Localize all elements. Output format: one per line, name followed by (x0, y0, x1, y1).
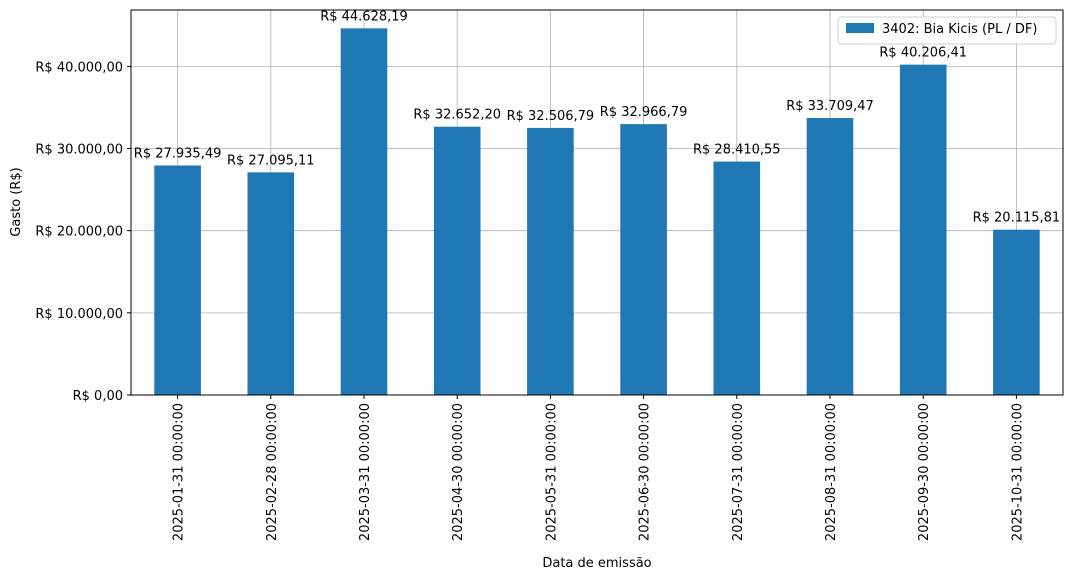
bar (247, 172, 295, 395)
y-tick-label: R$ 20.000,00 (35, 225, 123, 240)
x-tick-label: 2025-09-30 00:00:00 (917, 403, 932, 541)
bar (806, 118, 854, 395)
bar (154, 165, 201, 395)
x-tick-label: 2025-03-31 00:00:00 (358, 403, 373, 541)
value-label: R$ 32.966,79 (600, 105, 688, 120)
value-label: R$ 27.095,11 (227, 153, 315, 168)
x-axis-label: Data de emissão (542, 556, 651, 571)
value-label: R$ 44.628,19 (320, 9, 408, 24)
value-label: R$ 32.506,79 (507, 109, 595, 124)
legend-label: 3402: Bia Kicis (PL / DF) (882, 22, 1037, 37)
legend-swatch (846, 23, 874, 33)
plot-frame (130, 9, 1064, 396)
x-tick-label: 2025-10-31 00:00:00 (1010, 403, 1025, 541)
y-tick-label: R$ 40.000,00 (35, 60, 123, 75)
bar (993, 229, 1040, 395)
value-label: R$ 27.935,49 (134, 146, 222, 161)
value-label: R$ 33.709,47 (786, 99, 874, 114)
x-tick-label: 2025-01-31 00:00:00 (172, 403, 187, 541)
y-tick-label: R$ 30.000,00 (35, 143, 123, 158)
bar (433, 126, 481, 396)
value-label: R$ 40.206,41 (879, 46, 967, 61)
x-tick-label: 2025-05-31 00:00:00 (544, 403, 559, 541)
x-tick-label: 2025-06-30 00:00:00 (638, 403, 653, 541)
value-label: R$ 20.115,81 (973, 211, 1061, 226)
x-tick-label: 2025-02-28 00:00:00 (265, 403, 280, 541)
x-tick-label: 2025-08-31 00:00:00 (824, 403, 839, 541)
value-label: R$ 32.652,20 (413, 108, 501, 123)
value-label: R$ 28.410,55 (693, 143, 781, 158)
legend-box (837, 16, 1057, 45)
bar (713, 161, 761, 395)
bar (899, 64, 947, 395)
bar (620, 124, 667, 396)
y-axis-label: Gasto (R$) (9, 167, 24, 236)
y-tick-label: R$ 10.000,00 (35, 307, 123, 322)
y-tick-label: R$ 0,00 (73, 389, 123, 404)
bar (527, 127, 574, 395)
x-tick-label: 2025-04-30 00:00:00 (451, 403, 466, 541)
x-tick-label: 2025-07-31 00:00:00 (731, 403, 746, 541)
bar (340, 28, 388, 395)
